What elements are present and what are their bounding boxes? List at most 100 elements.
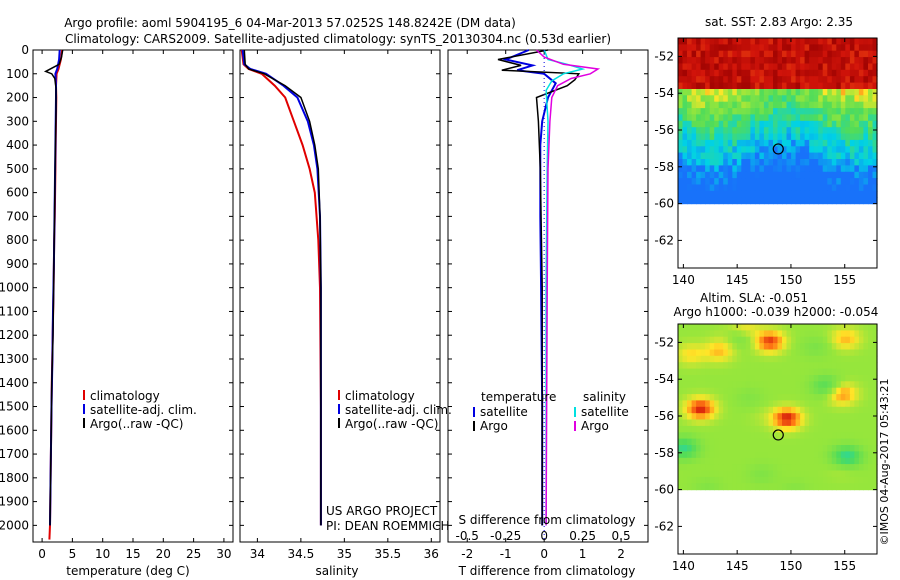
sst_map-cell (745, 197, 751, 205)
sst_map-cell (840, 133, 846, 141)
sst_map-cell (754, 152, 760, 160)
sst_map-cell (773, 139, 779, 147)
sst_map-cell (858, 114, 864, 122)
sst_map-cell (691, 127, 697, 135)
sla_map-cell (809, 330, 815, 338)
sla_map-cell (705, 483, 711, 491)
sst_map-cell (768, 120, 774, 128)
sst_map-cell (705, 165, 711, 173)
sst_map-cell (678, 146, 684, 154)
sst_map-cell (777, 133, 783, 141)
sst_map-cell (718, 165, 724, 173)
sst_map-cell (741, 114, 747, 122)
sst_map-cell (723, 89, 729, 96)
sst_map-cell (732, 127, 738, 135)
sst_map-cell (863, 127, 869, 135)
sla_map-cell (836, 355, 842, 363)
sla_map-cell (718, 343, 724, 351)
sla_map-cell (858, 400, 864, 408)
sla_map-cell (687, 483, 693, 491)
sla_map-cell (836, 432, 842, 440)
sst_map-cell (773, 127, 779, 135)
sla_map-cell (696, 425, 702, 433)
sla_map-cell (691, 387, 697, 395)
sst_map-cell (768, 95, 774, 103)
sla_map-cell (691, 362, 697, 370)
sla_map-cell (795, 375, 801, 382)
sla_map-cell (822, 438, 828, 446)
sst_map-cell (863, 50, 869, 58)
sla_map-cell (863, 336, 869, 344)
sst_map-cell (813, 146, 819, 154)
sst_map-cell (682, 165, 688, 173)
sst_map-cell (868, 82, 874, 90)
sla_map-cell (736, 381, 742, 389)
sst_map-cell (849, 159, 855, 166)
sst_map-cell (745, 76, 751, 84)
sla_map-cell (736, 445, 742, 452)
sla_map-cell (714, 394, 720, 402)
sst_map-cell (709, 146, 715, 154)
sla_map-cell (773, 470, 779, 478)
sst_map-cell (872, 69, 878, 77)
sla_map-cell (682, 451, 688, 459)
sst_map-cell (723, 69, 729, 77)
sla_map-cell (745, 381, 751, 389)
sst_map-cell (687, 76, 693, 84)
sla_map-cell (773, 368, 779, 376)
sst_map-cell (773, 95, 779, 103)
sla_map-cell (863, 457, 869, 465)
sla_map-cell (750, 406, 756, 414)
sst_map-cell (682, 82, 688, 90)
sla_map-cell (691, 381, 697, 389)
salinity-frame (239, 49, 441, 543)
sla_map-cell (718, 375, 724, 382)
sst_map-cell (709, 82, 715, 90)
sst_map-cell (818, 89, 824, 96)
sla_map-cell (845, 464, 851, 472)
sla_map-cell (786, 381, 792, 389)
sst_map-cell (840, 76, 846, 84)
sla_map-xtick-label: 140 (672, 559, 695, 573)
sla_map-cell (741, 476, 747, 484)
sla_map-cell (791, 387, 797, 395)
sst_map-cell (736, 184, 742, 192)
sla_map-cell (718, 394, 724, 402)
sla_map-cell (736, 438, 742, 446)
sst_map-cell (682, 63, 688, 71)
sst_map-cell (759, 171, 765, 179)
sst_map-cell (700, 127, 706, 135)
sla_map-cell (809, 413, 815, 421)
sla_map-cell (768, 413, 774, 421)
sst_map-cell (800, 89, 806, 96)
sla-map-title-line2: Argo h1000: -0.039 h2000: -0.054 (674, 305, 879, 319)
sst_map-cell (827, 89, 833, 96)
sla_map-cell (687, 375, 693, 382)
sst_map-cell (709, 63, 715, 71)
sla_map-cell (736, 425, 742, 433)
sla_map-cell (696, 457, 702, 465)
sla_map-cell (836, 470, 842, 478)
sst_map-cell (714, 69, 720, 77)
sla_map-cell (800, 413, 806, 421)
sst_map-cell (696, 127, 702, 135)
sla_map-cell (818, 349, 824, 357)
sla_map-cell (759, 438, 765, 446)
sla_map-cell (827, 375, 833, 382)
sst_map-cell (727, 82, 733, 90)
sst_map-cell (741, 89, 747, 96)
sla_map-cell (732, 445, 738, 452)
sst_map-cell (800, 120, 806, 128)
sla_map-cell (705, 457, 711, 465)
sst_map-cell (754, 76, 760, 84)
sla_map-cell (709, 381, 715, 389)
sst_map-cell (836, 152, 842, 160)
sst_map-cell (727, 120, 733, 128)
sst_map-cell (868, 127, 874, 135)
sst_map-ytick-label: -62 (654, 233, 674, 247)
sst_map-cell (732, 197, 738, 205)
sst_map-cell (759, 152, 765, 160)
sst_map-cell (736, 139, 742, 147)
sla_map-cell (714, 445, 720, 452)
sla_map-cell (809, 336, 815, 344)
